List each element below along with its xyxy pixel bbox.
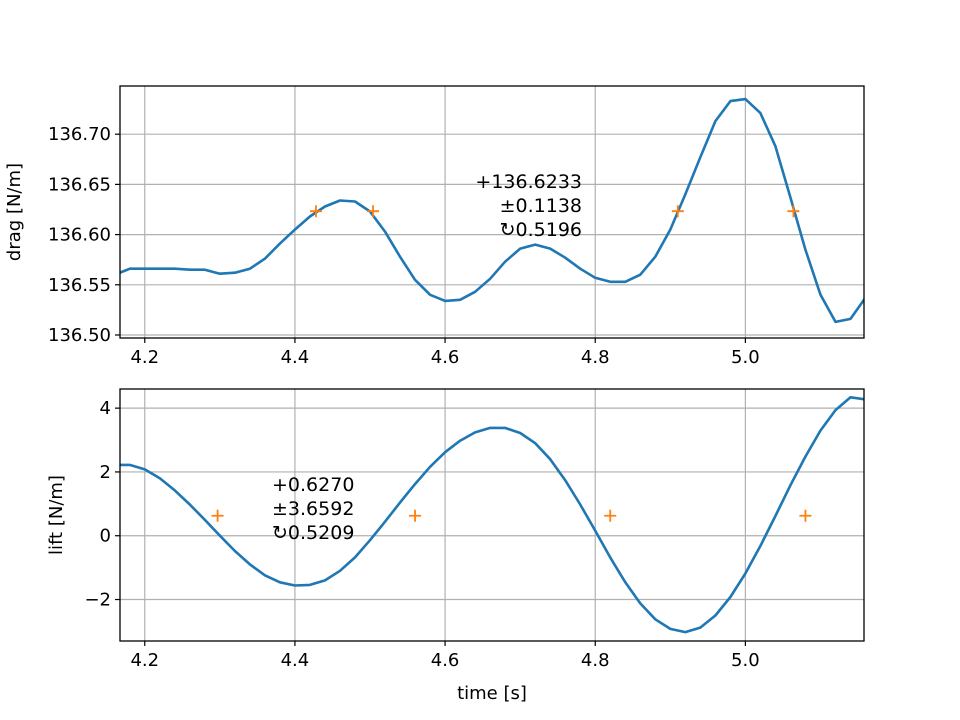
y-tick-label: 0 [100, 526, 111, 547]
axes-frame [119, 388, 865, 642]
crossing-marker [604, 509, 617, 522]
x-tick-label: 5.0 [731, 347, 760, 368]
y-tick-label: 136.55 [48, 275, 111, 296]
y-tick-label: 4 [100, 398, 111, 419]
stats-annotation-line: ±3.6592 [272, 498, 354, 520]
stats-annotation-line: +0.6270 [272, 474, 354, 496]
series-line [120, 396, 864, 634]
x-tick-label: 4.4 [281, 650, 310, 671]
crossing-marker [799, 509, 812, 522]
x-tick-label: 4.2 [130, 650, 159, 671]
y-axis-label: drag [N/m] [4, 163, 25, 261]
x-axis-label: time [s] [457, 683, 527, 704]
x-tick-label: 4.6 [431, 347, 460, 368]
crossing-marker [787, 205, 800, 218]
x-tick-label: 5.0 [731, 650, 760, 671]
drag-panel: 4.2 4.4 4.6 4.8 5.0 136.50 136.55 136.60 136.65 1… [4, 85, 865, 368]
axes-frame [119, 85, 865, 339]
y-tick-label: 136.65 [48, 174, 111, 195]
x-tick-label: 4.6 [431, 650, 460, 671]
y-tick-label: 136.60 [48, 225, 111, 246]
crossing-marker [671, 205, 684, 218]
stats-annotation-line: ↻0.5209 [272, 522, 354, 544]
stats-annotation-line: ±0.1138 [500, 195, 582, 217]
y-tick-label: 2 [100, 462, 111, 483]
series-line [120, 97, 864, 324]
y-axis-label: lift [N/m] [46, 475, 67, 555]
x-tick-label: 4.8 [581, 347, 610, 368]
y-tick-label: 136.70 [48, 124, 111, 145]
crossing-marker [367, 205, 380, 218]
stats-annotation-line: +136.6233 [475, 171, 582, 193]
x-tick-label: 4.8 [581, 650, 610, 671]
y-tick-label: 136.50 [48, 325, 111, 346]
y-tick-label: −2 [84, 590, 111, 611]
crossing-marker [309, 205, 322, 218]
x-tick-label: 4.2 [130, 347, 159, 368]
x-tick-label: 4.4 [281, 347, 310, 368]
stats-annotation-line: ↻0.5196 [500, 219, 582, 241]
crossing-marker [409, 509, 422, 522]
crossing-marker [211, 509, 224, 522]
lift-panel: 4.2 4.4 4.6 4.8 5.0 −2 0 2 4 +0.6270±3.6592↻0.520… [46, 388, 865, 704]
